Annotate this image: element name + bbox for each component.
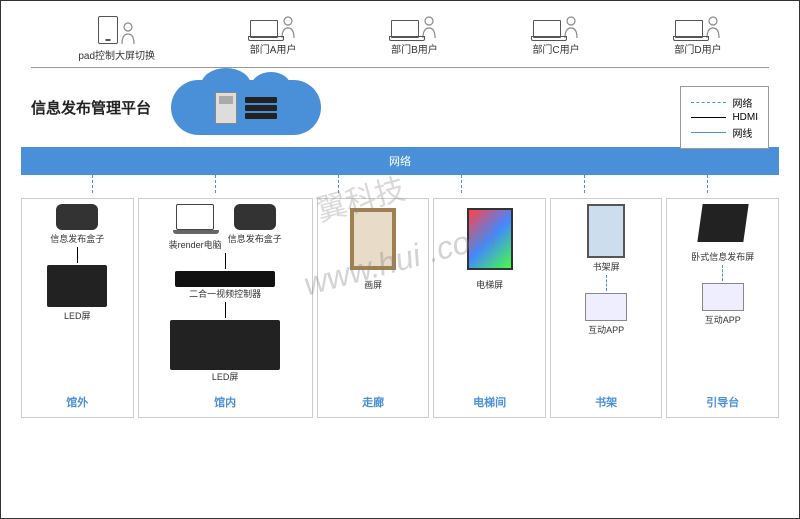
led-screen-icon (170, 320, 280, 370)
user-pad: pad控制大屏切换 (78, 16, 155, 62)
zone-name: 引导台 (706, 390, 739, 414)
legend-dash-icon (691, 102, 726, 103)
user-c: 部门C用户 (532, 16, 579, 62)
video-controller-icon (175, 271, 275, 287)
app-device-icon (702, 283, 744, 311)
legend-hdmi: HDMI (732, 112, 758, 123)
render-laptop-icon (176, 204, 214, 230)
device-label: 互动APP (588, 323, 624, 336)
server-icon (215, 92, 237, 124)
device-label: LED屏 (212, 370, 239, 383)
cloud-server (171, 80, 321, 135)
publish-box-icon (234, 204, 276, 230)
user-label: 部门C用户 (532, 41, 579, 56)
shelf-screen-icon (587, 204, 625, 258)
legend: 网络 HDMI 网线 (680, 86, 769, 149)
user-label: 部门A用户 (250, 41, 297, 56)
connectors (1, 175, 799, 193)
person-icon (120, 22, 136, 44)
zone-outside: 信息发布盒子 LED屏 馆外 (21, 198, 134, 418)
platform-row: 信息发布管理平台 (1, 68, 799, 147)
user-label: 部门D用户 (674, 41, 721, 56)
user-label: 部门B用户 (391, 41, 438, 56)
publish-box-icon (56, 204, 98, 230)
zone-name: 书架 (595, 390, 617, 414)
user-a: 部门A用户 (250, 16, 297, 62)
user-b: 部门B用户 (391, 16, 438, 62)
laptop-icon (391, 20, 419, 38)
person-icon (705, 16, 721, 38)
zone-name: 电梯间 (473, 390, 506, 414)
network-bar: 网络 (21, 147, 779, 175)
users-row: pad控制大屏切换 部门A用户 部门B用户 部门C用户 部门D用户 (1, 1, 799, 67)
rack-icon (245, 97, 277, 119)
device-label: 装render电脑 (169, 238, 222, 251)
zone-kiosk: 卧式信息发布屏 互动APP 引导台 (666, 198, 779, 418)
device-label: 互动APP (705, 313, 741, 326)
zone-inside: 装render电脑 信息发布盒子 二合一视频控制器 LED屏 馆内 (138, 198, 313, 418)
device-label: 电梯屏 (476, 278, 503, 291)
person-icon (421, 16, 437, 38)
legend-hdmi-icon (691, 117, 726, 118)
zone-corridor: 画屏 走廊 (317, 198, 430, 418)
zone-name: 馆外 (66, 390, 88, 414)
led-screen-icon (47, 265, 107, 307)
legend-cable-icon (691, 132, 726, 133)
tablet-icon (98, 16, 118, 44)
device-label: 画屏 (364, 278, 382, 291)
kiosk-screen-icon (697, 204, 748, 242)
legend-network: 网络 (732, 95, 752, 110)
device-label: 二合一视频控制器 (189, 287, 261, 300)
zone-name: 走廊 (362, 390, 384, 414)
user-label: pad控制大屏切换 (78, 47, 155, 62)
frame-screen-icon (350, 208, 396, 270)
device-label: 信息发布盒子 (228, 232, 282, 245)
person-icon (563, 16, 579, 38)
zone-elevator: 电梯屏 电梯间 (433, 198, 546, 418)
device-label: 书架屏 (593, 260, 620, 273)
elevator-screen-icon (467, 208, 513, 270)
zone-shelf: 书架屏 互动APP 书架 (550, 198, 663, 418)
laptop-icon (675, 20, 703, 38)
legend-cable: 网线 (732, 125, 752, 140)
user-d: 部门D用户 (674, 16, 721, 62)
platform-title: 信息发布管理平台 (31, 97, 151, 118)
person-icon (280, 16, 296, 38)
device-label: 信息发布盒子 (50, 232, 104, 245)
app-device-icon (585, 293, 627, 321)
zones-row: 信息发布盒子 LED屏 馆外 装render电脑 信息发布盒子 二合一视频控制器… (1, 193, 799, 418)
device-label: LED屏 (64, 309, 91, 322)
laptop-icon (250, 20, 278, 38)
device-label: 卧式信息发布屏 (691, 250, 754, 263)
laptop-icon (533, 20, 561, 38)
zone-name: 馆内 (214, 390, 236, 414)
